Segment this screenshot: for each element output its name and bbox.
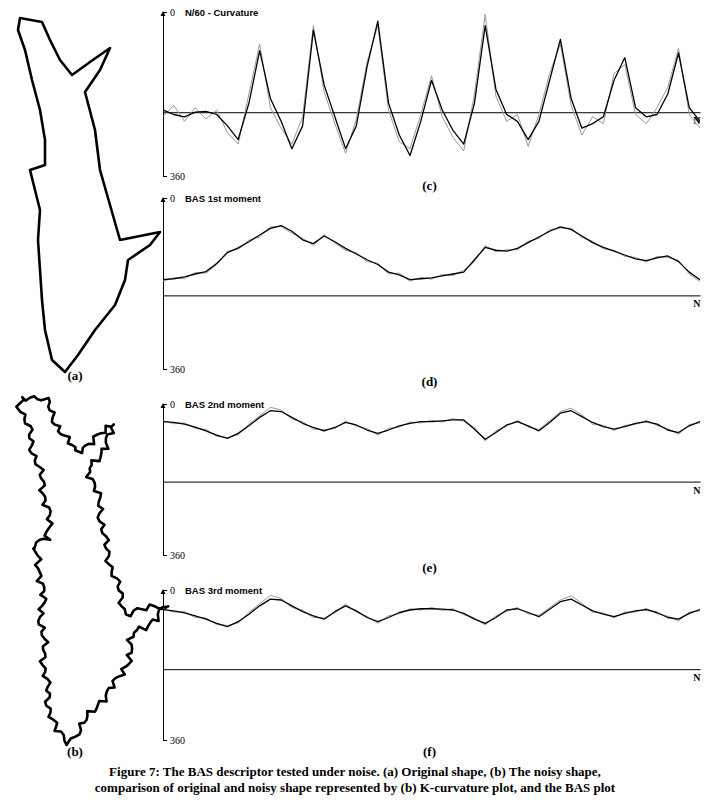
- axis-arrow: [161, 589, 166, 594]
- x-tick-label: N: [693, 485, 701, 496]
- series-line: [163, 14, 700, 153]
- y-tick: 360: [163, 550, 185, 561]
- series-line: [163, 226, 700, 280]
- y-tick-label: 0: [170, 7, 175, 18]
- x-axis-line: [164, 295, 701, 296]
- series-line: [163, 227, 700, 282]
- y-axis: 0 360: [163, 7, 185, 182]
- plot-panel: N 0 360 BAS 1st moment (d): [161, 193, 702, 389]
- chart-title: BAS 1st moment: [185, 193, 262, 204]
- x-tick: N: [693, 669, 701, 683]
- x-tick-label: N: [693, 298, 701, 309]
- y-tick-label: 0: [170, 399, 175, 410]
- shape-panel: (a): [18, 18, 160, 383]
- x-axis-line: [164, 482, 701, 483]
- y-axis: 0 360: [163, 193, 185, 375]
- series-line: [163, 21, 700, 155]
- chart-title: BAS 3rd moment: [185, 585, 263, 596]
- series-line: [163, 407, 700, 441]
- y-tick-label: 0: [170, 585, 175, 596]
- y-tick-mark: [163, 740, 167, 741]
- series-line: [163, 599, 700, 627]
- x-tick: N: [693, 482, 701, 496]
- chart-title: N/60 - Curvature: [185, 7, 258, 18]
- panel-label: (c): [422, 178, 436, 193]
- plot-marks: [163, 595, 700, 626]
- plot-marks: [163, 14, 700, 155]
- chart-title: BAS 2nd moment: [185, 399, 265, 410]
- y-axis-line: [163, 591, 164, 741]
- x-tick: N: [693, 295, 701, 309]
- plot-panel: N 0 360 BAS 3rd moment (f): [161, 585, 702, 759]
- y-axis-line: [163, 199, 164, 370]
- figure: (a)(b)N0360N/60 - Curvature(c)N0360BAS 1…: [0, 0, 710, 807]
- panel-label: (a): [67, 368, 82, 383]
- caption: Figure 7: The BAS descriptor tested unde…: [95, 764, 616, 795]
- panel-label: (d): [422, 374, 438, 389]
- y-tick: 0: [163, 7, 175, 18]
- series-line: [163, 411, 700, 440]
- plot-panel: N 0 360 BAS 2nd moment (e): [161, 399, 702, 575]
- axis-arrow: [161, 197, 166, 202]
- plot-marks: [163, 226, 700, 282]
- x-axis: N: [164, 295, 702, 309]
- axis-arrow: [161, 11, 166, 16]
- y-tick-label: 360: [170, 735, 185, 746]
- shape-panel: (b): [16, 396, 168, 759]
- axis-arrow: [161, 403, 166, 408]
- plot-panel: N0360N/60 - Curvature(c): [161, 7, 702, 193]
- y-tick-label: 0: [170, 193, 175, 204]
- x-axis-line: [164, 669, 701, 670]
- panel-label: (f): [423, 744, 436, 759]
- panel-label: (e): [422, 560, 436, 575]
- y-tick-mark: [163, 176, 167, 177]
- y-tick-label: 360: [170, 364, 185, 375]
- y-tick-mark: [163, 369, 167, 370]
- y-tick-label: 360: [170, 171, 185, 182]
- y-tick: 0: [163, 399, 175, 410]
- shape-outline: [16, 396, 168, 745]
- y-axis-line: [163, 13, 164, 177]
- y-axis-line: [163, 405, 164, 556]
- shape-outline: [18, 18, 160, 372]
- y-tick-label: 360: [170, 550, 185, 561]
- y-axis: 0 360: [163, 585, 185, 746]
- x-axis: N: [164, 669, 702, 683]
- y-tick: 360: [163, 735, 185, 746]
- y-tick: 360: [163, 364, 185, 375]
- x-axis-line: [164, 112, 701, 113]
- caption-line: comparison of original and noisy shape r…: [95, 780, 616, 795]
- x-axis: N: [164, 482, 702, 496]
- x-tick-label: N: [693, 672, 701, 683]
- caption-line: Figure 7: The BAS descriptor tested unde…: [109, 764, 601, 779]
- y-tick: 360: [163, 171, 185, 182]
- y-tick: 0: [163, 585, 175, 596]
- plot-marks: [163, 407, 700, 441]
- y-tick: 0: [163, 193, 175, 204]
- panel-label: (b): [67, 744, 83, 759]
- y-tick-mark: [163, 555, 167, 556]
- series-line: [163, 595, 700, 625]
